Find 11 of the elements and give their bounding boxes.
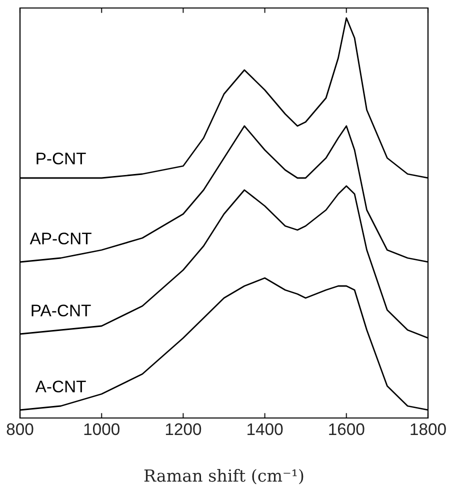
- x-tick-label: 1000: [84, 423, 120, 436]
- series-label: AP-CNT: [30, 232, 92, 244]
- x-axis-title: Raman shift (cm⁻¹): [144, 468, 304, 484]
- series-label: PA-CNT: [32, 304, 91, 316]
- x-tick-label: 800: [6, 423, 34, 436]
- x-tick-label: 1800: [410, 423, 446, 436]
- series-label: A-CNT: [35, 380, 86, 392]
- x-tick-label: 1400: [248, 423, 283, 436]
- series-label: P-CNT: [36, 152, 86, 164]
- x-tick-label: 1600: [329, 423, 364, 436]
- x-tick-label: 1200: [166, 423, 202, 436]
